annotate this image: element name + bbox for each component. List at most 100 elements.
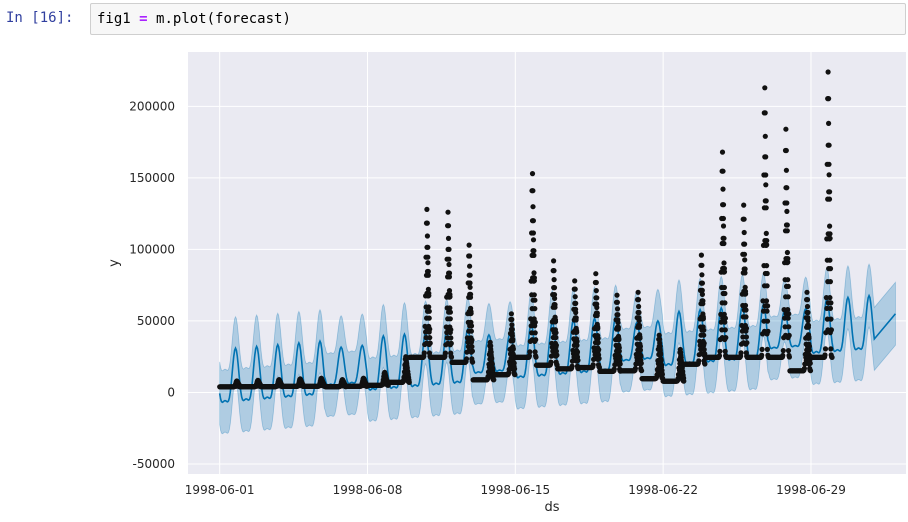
observed-point (780, 348, 786, 354)
observed-point (827, 189, 833, 195)
observed-point (822, 352, 828, 358)
observed-point (614, 306, 621, 312)
observed-point (826, 142, 832, 148)
observed-point (526, 353, 532, 359)
observed-point (551, 285, 558, 291)
observed-point (470, 359, 476, 365)
observed-point (636, 324, 643, 330)
code-cell-input[interactable]: fig1 = m.plot(forecast) (90, 3, 906, 35)
observed-point (636, 335, 643, 341)
observed-point (550, 348, 556, 354)
observed-point (614, 292, 620, 298)
observed-point (595, 356, 601, 362)
observed-point (784, 200, 790, 206)
observed-point (552, 340, 558, 346)
observed-point (448, 354, 455, 360)
observed-point (657, 336, 663, 342)
observed-point (468, 328, 474, 334)
observed-point (701, 332, 707, 338)
observed-point (574, 342, 580, 348)
observed-point (573, 306, 579, 312)
observed-point (532, 349, 538, 355)
observed-point (763, 205, 769, 211)
observed-point (762, 85, 768, 91)
observed-point (446, 256, 452, 262)
observed-point (743, 341, 749, 347)
observed-point (425, 254, 431, 260)
observed-point (722, 319, 728, 325)
observed-point (531, 278, 537, 284)
observed-point (616, 342, 622, 348)
observed-point (743, 334, 750, 340)
observed-point (785, 348, 792, 354)
observed-point (426, 308, 432, 314)
observed-point (445, 209, 451, 215)
observed-point (764, 283, 770, 289)
observed-point (742, 322, 749, 329)
observed-point (763, 198, 769, 204)
y-axis-ticks: -50000 0 50000 100000 150000 200000 (129, 99, 175, 471)
observed-point (509, 326, 515, 332)
observed-point (532, 330, 538, 336)
observed-point (446, 270, 453, 276)
observed-point (826, 161, 832, 167)
observed-point (720, 186, 726, 192)
observed-point (722, 300, 728, 306)
observed-point (782, 324, 788, 330)
observed-point (594, 312, 600, 319)
observed-point (699, 291, 706, 297)
observed-point (533, 354, 539, 360)
observed-point (463, 356, 470, 362)
observed-point (446, 261, 452, 268)
observed-point (573, 300, 579, 306)
observed-point (446, 274, 452, 280)
observed-point (764, 263, 770, 269)
observed-point (678, 349, 684, 356)
observed-point (553, 334, 559, 341)
observed-point (826, 172, 832, 178)
observed-point (786, 311, 792, 317)
observed-point (447, 342, 453, 348)
observed-point (424, 206, 430, 212)
code-variable: fig1 (97, 11, 131, 27)
observed-point (468, 335, 474, 341)
observed-point (467, 280, 473, 286)
observed-point (827, 330, 833, 336)
observed-point (595, 333, 601, 339)
observed-point (637, 341, 643, 347)
observed-point (764, 270, 770, 277)
observed-point (828, 346, 834, 352)
observed-point (596, 364, 602, 370)
observed-point (698, 252, 705, 258)
observed-point (616, 348, 622, 354)
observed-point (742, 302, 749, 309)
observed-point (742, 257, 748, 263)
observed-point (552, 295, 558, 301)
observed-point (553, 348, 559, 354)
observed-point (722, 327, 728, 333)
observed-point (781, 307, 787, 313)
observed-point (763, 182, 769, 188)
observed-point (639, 368, 645, 374)
observed-point (700, 301, 706, 307)
y-tick-label: 0 (167, 385, 175, 399)
forecast-figure: 1998-06-01 1998-06-08 1998-06-15 1998-06-22… (100, 44, 908, 522)
code-operator: = (139, 11, 148, 27)
observed-point (701, 346, 707, 353)
observed-point (590, 362, 596, 368)
observed-points (217, 69, 835, 390)
observed-point (763, 298, 770, 304)
observed-point (445, 235, 452, 241)
observed-point (531, 292, 537, 298)
observed-point (700, 324, 706, 330)
observed-point (425, 286, 431, 292)
observed-point (574, 358, 580, 364)
observed-point (530, 218, 536, 224)
observed-point (636, 315, 642, 321)
observed-point (805, 315, 811, 321)
observed-point (551, 277, 557, 283)
observed-point (531, 316, 537, 322)
observed-point (700, 338, 706, 344)
observed-point (805, 309, 811, 316)
observed-point (738, 350, 744, 356)
